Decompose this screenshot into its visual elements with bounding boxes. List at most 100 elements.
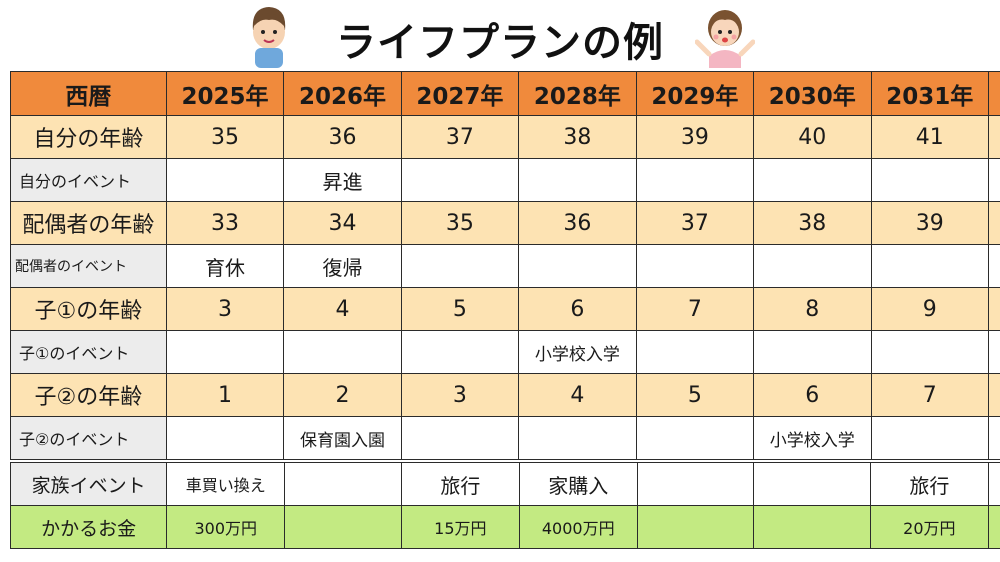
row-label: 子②の年齢: [10, 373, 167, 417]
family-events-table: 家族イベント 車買い換え 旅行 家購入 旅行 かかるお金 300万円 15万円 …: [9, 462, 1000, 549]
table-cell: [400, 416, 520, 460]
table-cell: [753, 505, 871, 549]
table-row: 子②のイベント 保育園入園 小学校入学: [10, 416, 1000, 460]
table-cell: 38: [753, 201, 872, 245]
row-label: 配偶者の年齢: [10, 201, 167, 245]
table-cell: 37: [400, 115, 520, 159]
table-row: 配偶者のイベント 育休 復帰: [10, 244, 1000, 288]
table-cell: [635, 330, 755, 374]
cost-row: かかるお金 300万円 15万円 4000万円 20万円: [9, 505, 1000, 549]
table-cell: 小学校入学: [518, 330, 637, 374]
table-cell: 9: [870, 287, 989, 331]
year-header-label: 西暦: [10, 71, 167, 116]
table-cell: [870, 244, 989, 288]
table-cell: [400, 330, 520, 374]
next-column-stub: [987, 416, 1000, 460]
next-column-stub: [987, 115, 1000, 159]
table-cell: 20万円: [870, 505, 989, 549]
table-cell: 39: [870, 201, 989, 245]
row-label: 子②のイベント: [10, 416, 167, 460]
table-cell: 復帰: [283, 244, 402, 288]
table-cell: [870, 416, 989, 460]
table-row: 子②の年齢 1 2 3 4 5 6 7: [10, 373, 1000, 417]
table-cell: 34: [283, 201, 402, 245]
table-cell: [753, 158, 872, 202]
row-label: 子①のイベント: [10, 330, 167, 374]
table-row: 自分の年齢 35 36 37 38 39 40 41: [10, 115, 1000, 159]
table-cell: 40: [753, 115, 872, 159]
table-cell: 41: [870, 115, 989, 159]
year-header-cell: 2028年: [518, 71, 637, 116]
table-cell: 7: [635, 287, 755, 331]
year-header-row: 西暦 2025年 2026年 2027年 2028年 2029年 2030年 2…: [10, 71, 1000, 116]
row-label: 子①の年齢: [10, 287, 167, 331]
table-cell: [753, 244, 872, 288]
table-cell: [636, 505, 755, 549]
table-cell: 35: [400, 201, 520, 245]
next-column-stub: [987, 158, 1000, 202]
table-cell: 3: [400, 373, 520, 417]
table-cell: [635, 244, 755, 288]
table-cell: [870, 158, 989, 202]
table-cell: 15万円: [401, 505, 520, 549]
table-cell: 7: [870, 373, 989, 417]
year-header-cell: 2026年: [283, 71, 402, 116]
title-bar: ライフプランの例: [0, 0, 1000, 68]
next-column-stub: [987, 71, 1000, 116]
row-label: かかるお金: [9, 505, 168, 549]
next-column-stub: [987, 505, 1000, 549]
table-row: 自分のイベント 昇進: [10, 158, 1000, 202]
table-cell: [518, 416, 637, 460]
table-cell: 36: [283, 115, 402, 159]
table-cell: 家購入: [518, 462, 638, 506]
row-label: 自分の年齢: [10, 115, 167, 159]
next-column-stub: [987, 201, 1000, 245]
table-cell: [518, 244, 637, 288]
table-cell: 38: [518, 115, 637, 159]
table-cell: [635, 158, 755, 202]
table-cell: [400, 158, 520, 202]
next-column-stub: [987, 244, 1000, 288]
table-cell: [400, 244, 520, 288]
table-cell: 300万円: [166, 505, 286, 549]
table-cell: 小学校入学: [753, 416, 872, 460]
year-header-cell: 2027年: [400, 71, 520, 116]
year-header-cell: 2030年: [753, 71, 872, 116]
year-header-cell: 2029年: [635, 71, 755, 116]
table-cell: [283, 330, 402, 374]
table-cell: [165, 416, 285, 460]
row-label: 自分のイベント: [10, 158, 167, 202]
boy-character-icon: [252, 7, 286, 68]
table-cell: 37: [635, 201, 755, 245]
table-cell: [870, 330, 989, 374]
table-cell: 昇進: [283, 158, 402, 202]
table-cell: 4: [518, 373, 637, 417]
table-cell: 保育園入園: [283, 416, 402, 460]
table-cell: 4: [283, 287, 402, 331]
table-cell: 育休: [165, 244, 285, 288]
table-cell: [635, 416, 755, 460]
row-label: 配偶者のイベント: [10, 244, 167, 288]
next-column-stub: [987, 287, 1000, 331]
life-plan-table: 西暦 2025年 2026年 2027年 2028年 2029年 2030年 2…: [10, 71, 1000, 460]
next-column-stub: [987, 373, 1000, 417]
table-cell: [753, 330, 872, 374]
table-cell: 3: [165, 287, 285, 331]
table-cell: [284, 462, 402, 506]
next-column-stub: [987, 330, 1000, 374]
table-cell: 5: [635, 373, 755, 417]
table-cell: [753, 462, 871, 506]
table-cell: 5: [400, 287, 520, 331]
table-cell: 車買い換え: [166, 462, 286, 506]
family-event-row: 家族イベント 車買い換え 旅行 家購入 旅行: [9, 462, 1000, 506]
table-cell: 1: [165, 373, 285, 417]
girl-character-icon: [695, 10, 755, 68]
table-cell: 4000万円: [518, 505, 638, 549]
table-cell: [636, 462, 755, 506]
year-header-cell: 2031年: [870, 71, 989, 116]
table-cell: 33: [165, 201, 285, 245]
table-cell: 35: [165, 115, 285, 159]
table-cell: 6: [518, 287, 637, 331]
table-row: 子①のイベント 小学校入学: [10, 330, 1000, 374]
table-cell: 36: [518, 201, 637, 245]
